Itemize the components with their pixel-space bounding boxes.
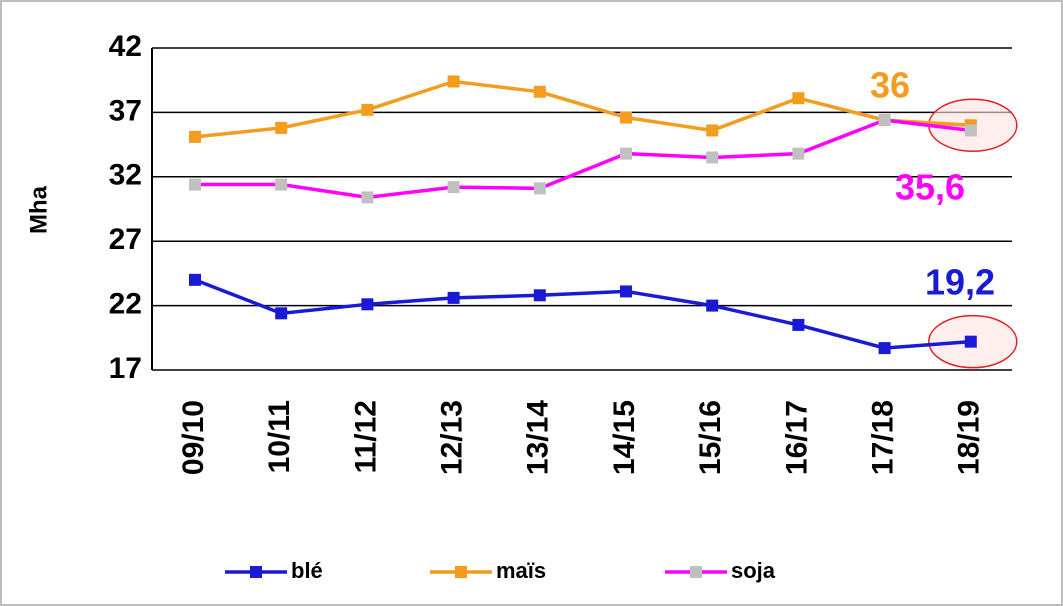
- data-point: [792, 92, 805, 105]
- data-point: [361, 298, 374, 311]
- data-point: [275, 178, 288, 191]
- data-point: [447, 291, 460, 304]
- data-point: [964, 124, 977, 137]
- legend-marker: [250, 566, 262, 578]
- data-label: 19,2: [925, 262, 995, 303]
- data-point: [706, 151, 719, 164]
- x-tick-label: 14/15: [608, 400, 641, 475]
- data-point: [533, 289, 546, 302]
- data-point: [189, 178, 201, 191]
- series-line: [194, 278, 971, 350]
- data-point: [620, 285, 632, 298]
- data-point: [361, 103, 374, 116]
- y-tick-label: 22: [109, 288, 142, 321]
- data-point: [447, 75, 460, 88]
- data-label: 36: [870, 65, 910, 106]
- data-point: [620, 147, 632, 160]
- legend-label: blé: [291, 558, 323, 583]
- data-point: [964, 335, 977, 348]
- x-tick-label: 12/13: [436, 400, 469, 475]
- data-point: [706, 299, 719, 312]
- data-point: [533, 182, 546, 195]
- y-axis-label: Mha: [25, 185, 52, 234]
- data-label: 35,6: [895, 167, 965, 208]
- x-tick-label: 18/19: [953, 400, 986, 475]
- data-point: [878, 114, 891, 127]
- y-tick-label: 17: [109, 352, 142, 385]
- series-line: [195, 118, 972, 200]
- y-tick-label: 32: [109, 159, 142, 192]
- x-tick-label: 17/18: [867, 400, 900, 475]
- data-point: [792, 318, 805, 331]
- x-tick-label: 16/17: [780, 400, 813, 475]
- data-point: [533, 85, 546, 98]
- data-point: [189, 130, 201, 143]
- data-point: [361, 191, 374, 204]
- data-point: [878, 342, 891, 355]
- legend-label: maïs: [496, 558, 546, 583]
- y-tick-label: 37: [109, 94, 142, 127]
- data-point: [620, 111, 632, 124]
- data-point: [275, 121, 288, 134]
- data-point: [706, 124, 719, 137]
- data-point: [447, 181, 460, 194]
- y-tick-label: 27: [109, 223, 142, 256]
- x-tick-label: 10/11: [263, 400, 296, 473]
- series-line: [194, 79, 971, 139]
- x-tick-label: 11/12: [349, 400, 382, 473]
- x-tick-label: 09/10: [177, 400, 210, 475]
- legend-label: soja: [731, 558, 776, 583]
- data-point: [275, 307, 288, 320]
- legend-marker: [455, 566, 467, 578]
- legend-marker: [690, 566, 702, 578]
- data-point: [792, 147, 805, 160]
- x-tick-label: 15/16: [694, 400, 727, 475]
- y-tick-label: 42: [109, 30, 142, 63]
- data-point: [189, 273, 201, 286]
- x-tick-label: 13/14: [522, 400, 555, 475]
